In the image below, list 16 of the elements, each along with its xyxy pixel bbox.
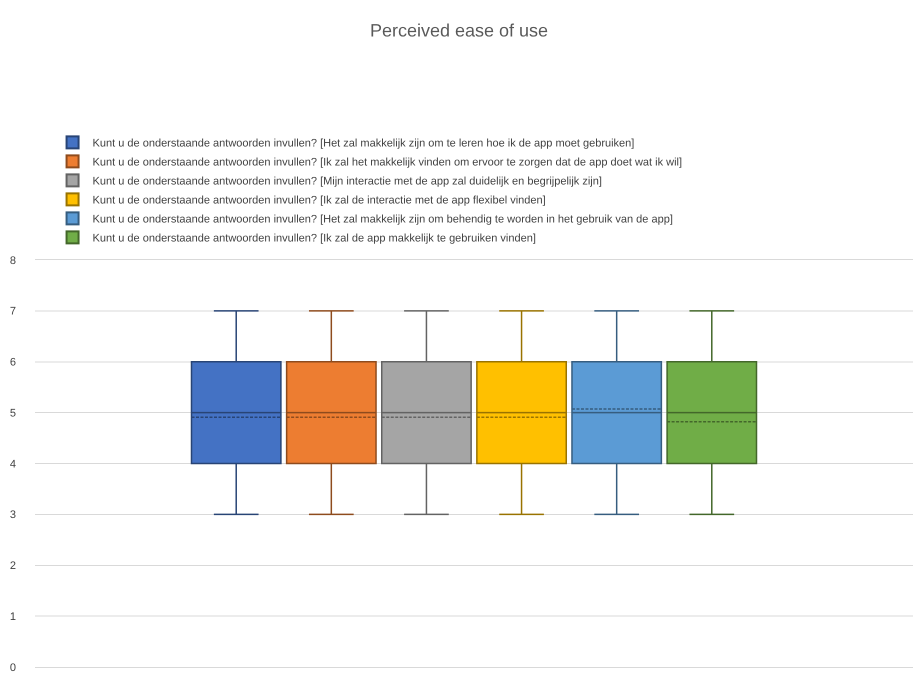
y-tick-label: 4 bbox=[10, 458, 16, 470]
y-tick-label: 0 bbox=[10, 662, 16, 674]
y-tick-label: 2 bbox=[10, 560, 16, 572]
legend-label: Kunt u de onderstaande antwoorden invullen? [Ik zal het makkelijk vinden om ervoor te zorgen dat de app doet wat ik wil] bbox=[92, 156, 682, 169]
chart-title: Perceived ease of use bbox=[370, 20, 548, 40]
y-tick-label: 1 bbox=[10, 610, 16, 623]
legend-label: Kunt u de onderstaande antwoorden invullen? [Ik zal de app makkelijk te gebruiken vinden] bbox=[92, 232, 536, 245]
legend-label: Kunt u de onderstaande antwoorden invullen? [Het zal makkelijk zijn om behendig te worden in het gebruik van de app] bbox=[92, 214, 673, 226]
y-tick-label: 3 bbox=[10, 509, 16, 522]
legend-label: Kunt u de onderstaande antwoorden invullen? [Het zal makkelijk zijn om te leren hoe ik de app moet gebruiken] bbox=[92, 138, 634, 150]
y-tick-label: 8 bbox=[10, 254, 16, 267]
y-tick-label: 7 bbox=[10, 306, 16, 318]
legend-label: Kunt u de onderstaande antwoorden invullen? [Mijn interactie met de app zal duidelijk en begrijpelijk zijn] bbox=[92, 176, 602, 188]
legend-label: Kunt u de onderstaande antwoorden invullen? [Ik zal de interactie met de app flexibel vinden] bbox=[92, 194, 546, 207]
y-tick-label: 5 bbox=[10, 407, 16, 420]
y-tick-label: 6 bbox=[10, 356, 16, 369]
